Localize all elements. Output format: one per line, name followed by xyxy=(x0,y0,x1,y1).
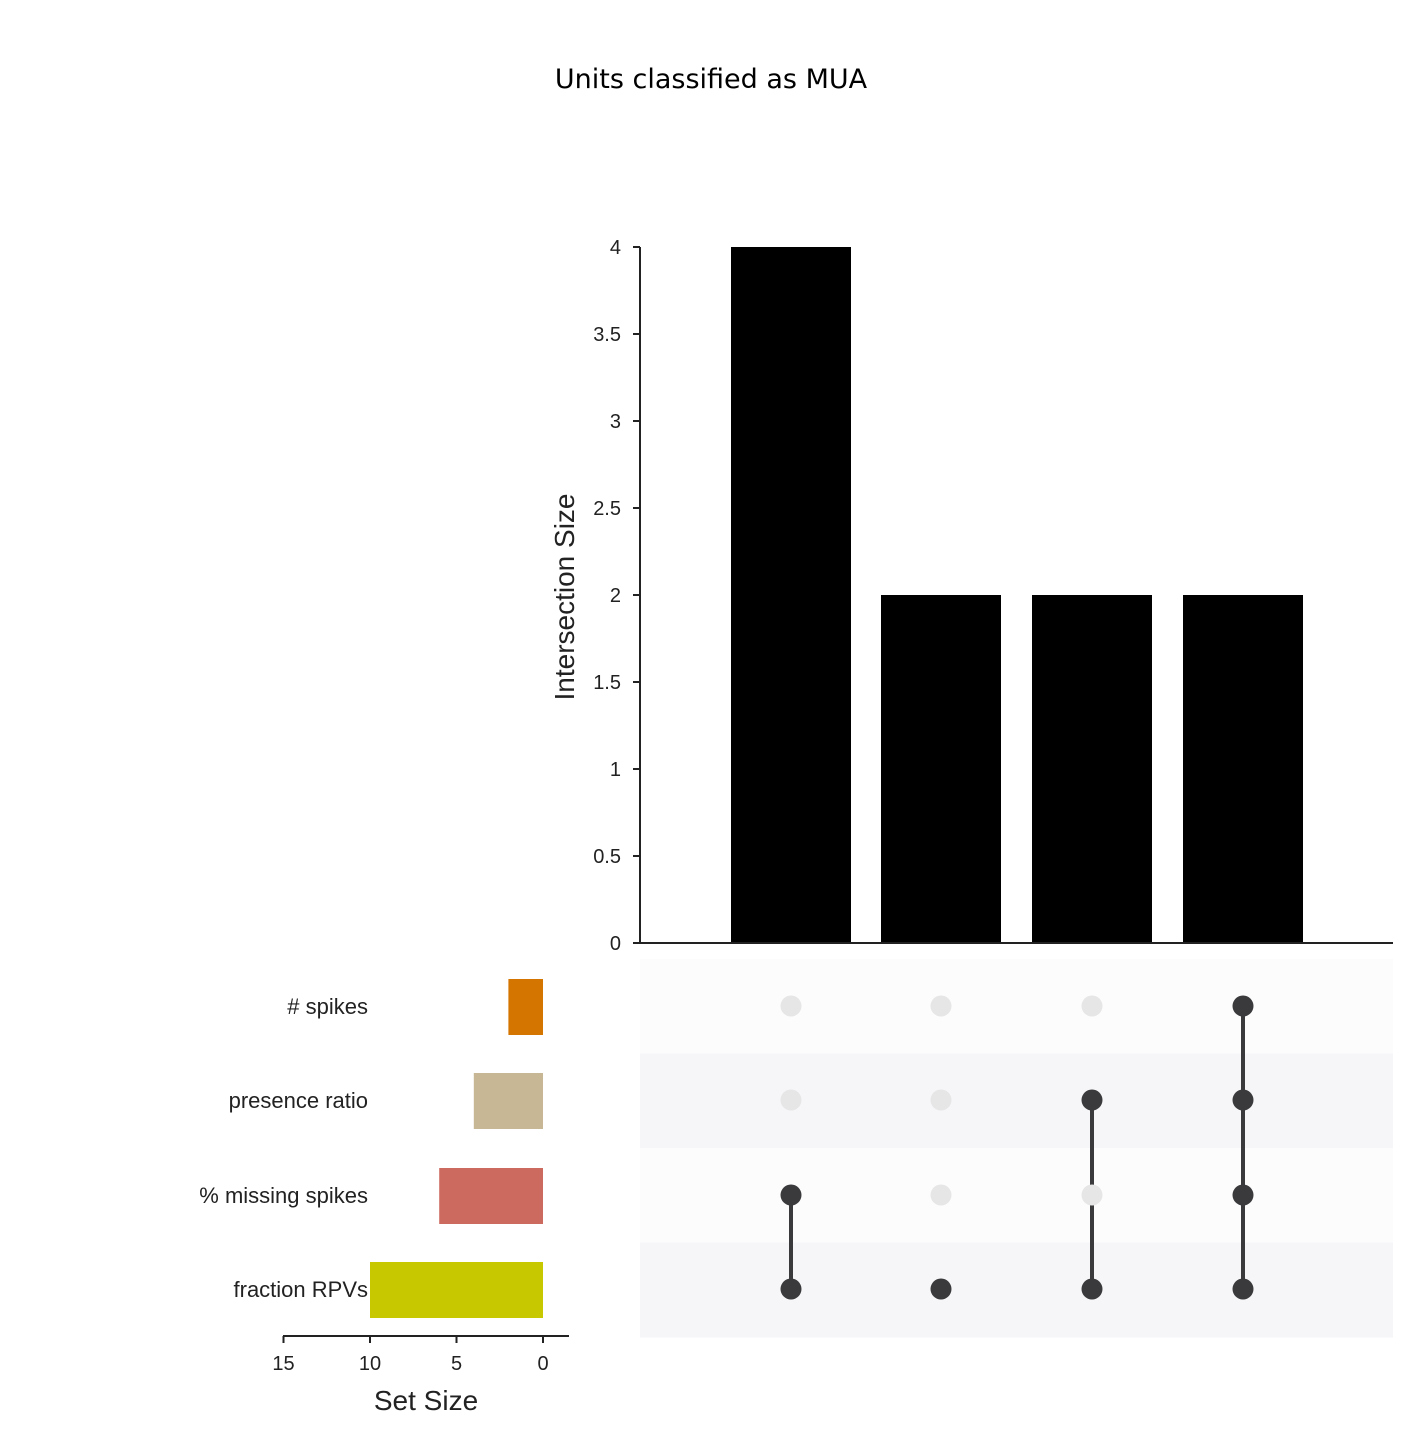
matrix-dot-active xyxy=(1081,1089,1103,1111)
matrix-row-band xyxy=(640,959,1393,1054)
matrix-row-band xyxy=(640,1148,1393,1243)
y-tick-label: 0.5 xyxy=(593,846,621,868)
intersection-size-axis-label: Intersection Size xyxy=(549,494,580,701)
set-axis-tick-label: 15 xyxy=(272,1353,294,1375)
y-tick-label: 2 xyxy=(610,585,621,607)
matrix-dot-active xyxy=(1081,1278,1103,1300)
matrix-dot-active xyxy=(1232,1184,1254,1206)
set-label: % missing spikes xyxy=(199,1183,368,1208)
intersection-size-axis: 0 0.5 1 1.5 2 2.5 3 3.5 4 xyxy=(593,237,1393,955)
y-tick-label: 4 xyxy=(610,237,621,259)
set-size-bars xyxy=(370,979,543,1318)
matrix-dot-inactive xyxy=(780,1089,802,1111)
intersection-bar xyxy=(731,247,851,943)
set-size-axis: 15 10 5 0 xyxy=(272,1335,569,1375)
y-tick-label: 3.5 xyxy=(593,324,621,346)
set-label: presence ratio xyxy=(229,1088,368,1113)
y-tick-label: 1 xyxy=(610,759,621,781)
matrix-dot-active xyxy=(1232,1089,1254,1111)
intersection-bar xyxy=(1183,595,1303,943)
matrix-dot-inactive xyxy=(930,1089,952,1111)
matrix-dot-active xyxy=(780,1278,802,1300)
y-tick-label: 0 xyxy=(610,933,621,955)
matrix-dot-active xyxy=(1232,995,1254,1017)
intersection-bar xyxy=(881,595,1001,943)
set-size-bar xyxy=(508,979,543,1035)
set-size-bar xyxy=(370,1262,543,1318)
set-axis-tick-label: 0 xyxy=(537,1353,548,1375)
y-tick-label: 3 xyxy=(610,411,621,433)
matrix-dot-active xyxy=(930,1278,952,1300)
matrix-dot-active xyxy=(1232,1278,1254,1300)
set-labels: # spikes presence ratio % missing spikes fr… xyxy=(199,994,368,1302)
intersection-bar xyxy=(1032,595,1152,943)
intersection-bars xyxy=(731,247,1303,943)
matrix-dot-inactive xyxy=(930,995,952,1017)
chart-title: Units classified as MUA xyxy=(555,64,868,95)
set-axis-tick-label: 10 xyxy=(359,1353,381,1375)
matrix-dot-inactive xyxy=(780,995,802,1017)
matrix-dot-inactive xyxy=(1081,1184,1103,1206)
intersection-matrix xyxy=(780,995,1254,1300)
set-size-bar xyxy=(439,1168,543,1224)
set-size-axis-label: Set Size xyxy=(374,1385,478,1416)
matrix-row-band xyxy=(640,1053,1393,1149)
y-tick-label: 2.5 xyxy=(593,498,621,520)
matrix-dot-inactive xyxy=(1081,995,1103,1017)
matrix-dot-inactive xyxy=(930,1184,952,1206)
set-axis-tick-label: 5 xyxy=(451,1353,462,1375)
matrix-row-band xyxy=(640,1242,1393,1338)
set-label: # spikes xyxy=(287,994,368,1019)
matrix-background xyxy=(640,959,1393,1338)
y-tick-label: 1.5 xyxy=(593,672,621,694)
set-size-bar xyxy=(473,1073,543,1129)
matrix-dot-active xyxy=(780,1184,802,1206)
set-label: fraction RPVs xyxy=(234,1277,369,1302)
